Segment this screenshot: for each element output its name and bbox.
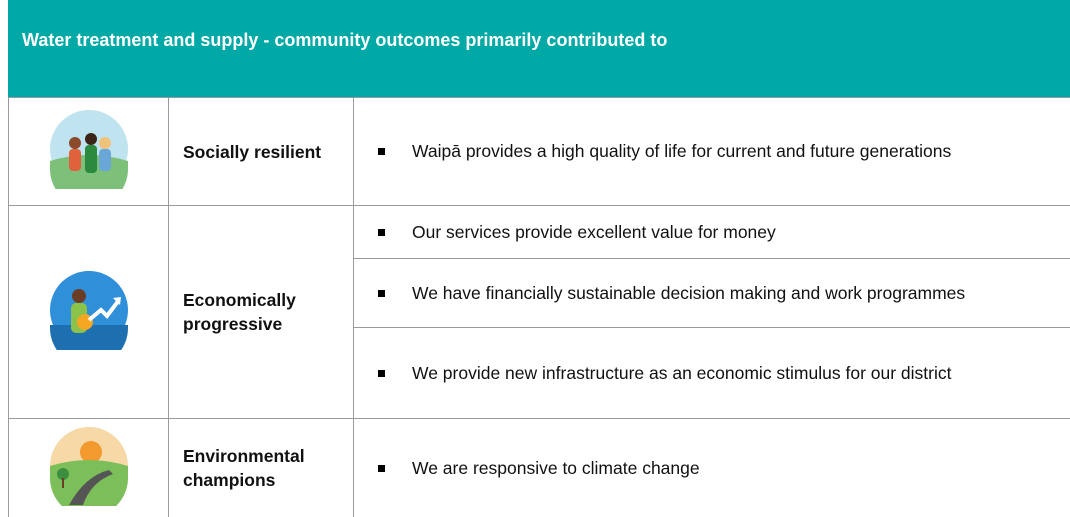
bullet-item: We provide new infrastructure as an econ… (378, 361, 1067, 386)
item-cell: Waipā provides a high quality of life fo… (353, 97, 1070, 206)
bullet-item: We have financially sustainable decision… (378, 281, 1067, 306)
outcome-icon (49, 426, 128, 517)
item-cell: Our services provide excellent value for… (353, 205, 1070, 259)
item-cell: We provide new infrastructure as an econ… (353, 327, 1070, 419)
icon-cell (8, 97, 169, 208)
outcome-label: Environmental champions (183, 446, 305, 490)
label-cell: Economically progressive (168, 205, 354, 419)
outcome-icon (49, 110, 128, 208)
outcome-icon (49, 270, 128, 367)
label-cell: Socially resilient (168, 97, 354, 206)
header-title: Water treatment and supply - community o… (8, 0, 1070, 97)
table-row: Socially resilient Waipā provides a high … (8, 97, 1070, 208)
item-cell: We have financially sustainable decision… (353, 258, 1070, 328)
table-row: We have financially sustainable decision… (9, 258, 1070, 328)
bullet-item: Waipā provides a high quality of life fo… (378, 139, 1067, 164)
outcome-label: Economically progressive (183, 290, 296, 334)
table-row: Economically progressive Our services pro… (8, 205, 1070, 419)
label-cell: Environmental champions (168, 418, 354, 517)
table-row: Environmental champions We are responsive… (8, 418, 1070, 517)
bullet-item: Our services provide excellent value for… (378, 220, 1067, 245)
icon-cell (8, 418, 169, 517)
bullet-item: We are responsive to climate change (378, 456, 1067, 481)
item-cell: We are responsive to climate change (353, 418, 1070, 517)
icon-cell (8, 205, 169, 419)
outcomes-table: Socially resilient Waipā provides a high … (8, 97, 1070, 517)
outcome-label: Socially resilient (183, 141, 322, 162)
table-row: We provide new infrastructure as an econ… (9, 327, 1070, 419)
